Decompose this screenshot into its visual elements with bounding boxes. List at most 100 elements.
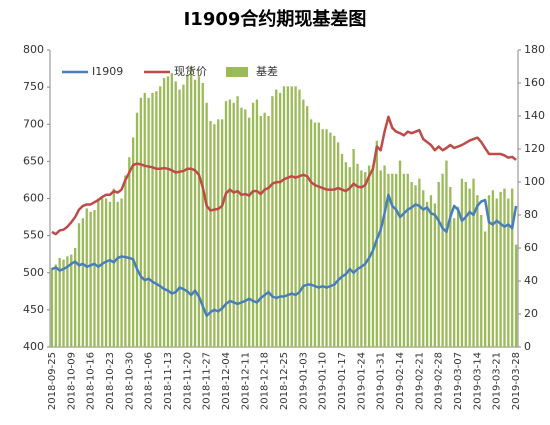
bar bbox=[499, 191, 502, 347]
bar bbox=[251, 102, 255, 347]
x-tick-label: 2019-02-21 bbox=[414, 352, 425, 410]
bar bbox=[456, 206, 460, 347]
x-tick-label: 2019-03-07 bbox=[453, 352, 464, 410]
x-tick-label: 2018-10-23 bbox=[105, 352, 116, 410]
bar bbox=[313, 122, 317, 347]
bar bbox=[178, 89, 181, 347]
bar bbox=[445, 160, 448, 347]
legend-label: 基差 bbox=[256, 64, 278, 78]
y2-tick-label: 160 bbox=[524, 76, 545, 89]
bar bbox=[348, 167, 351, 347]
bar bbox=[232, 102, 235, 347]
bar bbox=[302, 99, 305, 347]
bar bbox=[429, 195, 433, 347]
bar bbox=[147, 97, 150, 347]
y2-tick-label: 40 bbox=[524, 274, 538, 287]
bar bbox=[325, 129, 328, 347]
bar bbox=[201, 83, 204, 347]
bar bbox=[128, 157, 131, 347]
bar bbox=[275, 89, 278, 347]
bar bbox=[480, 215, 483, 347]
bar bbox=[371, 165, 375, 347]
bar bbox=[131, 137, 135, 347]
bar bbox=[70, 254, 73, 347]
bar bbox=[190, 66, 193, 347]
bar bbox=[383, 165, 386, 347]
bar bbox=[495, 198, 498, 347]
bar bbox=[464, 182, 467, 347]
bar bbox=[321, 129, 324, 347]
bar bbox=[406, 173, 409, 347]
bar bbox=[193, 79, 197, 347]
bar bbox=[220, 119, 224, 347]
bar bbox=[418, 178, 421, 347]
bar bbox=[186, 74, 189, 347]
line bbox=[51, 115, 517, 236]
x-tick-label: 2019-01-31 bbox=[376, 352, 387, 410]
bar bbox=[271, 96, 274, 347]
bar bbox=[395, 173, 398, 347]
x-tick-label: 2018-11-06 bbox=[144, 352, 155, 410]
bar bbox=[317, 122, 320, 347]
bar bbox=[120, 198, 123, 347]
bar bbox=[101, 198, 104, 347]
y2-tick-label: 60 bbox=[524, 241, 538, 254]
bar bbox=[453, 218, 456, 347]
bar bbox=[73, 248, 77, 347]
bar bbox=[182, 84, 185, 348]
bar bbox=[217, 119, 220, 347]
x-tick-label: 2019-01-10 bbox=[318, 352, 329, 410]
y2-tick-label: 20 bbox=[524, 307, 538, 320]
bar bbox=[487, 195, 491, 347]
bar bbox=[410, 182, 413, 347]
y-tick-label: 750 bbox=[23, 80, 44, 93]
y2-tick-label: 140 bbox=[524, 109, 545, 122]
x-tick-label: 2018-12-18 bbox=[260, 352, 271, 410]
bar bbox=[294, 86, 297, 348]
x-tick-label: 2018-11-20 bbox=[182, 352, 193, 410]
y-tick-label: 600 bbox=[23, 192, 44, 205]
bar bbox=[425, 201, 429, 347]
bar bbox=[224, 101, 228, 348]
bar bbox=[213, 124, 216, 347]
bar bbox=[514, 244, 518, 347]
y2-tick-label: 80 bbox=[524, 208, 538, 221]
y-tick-label: 400 bbox=[23, 340, 44, 353]
bar bbox=[228, 99, 232, 347]
bar bbox=[89, 211, 92, 347]
bar bbox=[159, 86, 162, 348]
x-tick-label: 2019-02-28 bbox=[434, 352, 445, 410]
line bbox=[51, 193, 518, 318]
bar bbox=[503, 188, 506, 347]
bar bbox=[50, 267, 54, 347]
y-tick-label: 550 bbox=[23, 229, 44, 242]
bar bbox=[174, 81, 177, 347]
bar bbox=[433, 203, 437, 347]
bar bbox=[93, 210, 96, 347]
x-tick-label: 2018-10-16 bbox=[86, 352, 97, 410]
bar bbox=[62, 259, 65, 347]
x-tick-label: 2018-10-09 bbox=[66, 352, 77, 410]
x-tick-label: 2018-12-04 bbox=[221, 352, 232, 410]
bar bbox=[483, 231, 487, 347]
x-tick-label: 2019-01-03 bbox=[298, 352, 309, 410]
bar bbox=[116, 201, 119, 347]
bar bbox=[124, 175, 127, 347]
y-tick-label: 700 bbox=[23, 117, 44, 130]
bar bbox=[54, 264, 57, 347]
bar bbox=[267, 116, 270, 347]
y-tick-label: 500 bbox=[23, 266, 44, 279]
bar bbox=[259, 116, 262, 347]
bar bbox=[290, 86, 293, 348]
y2-tick-label: 100 bbox=[524, 175, 545, 188]
x-tick-label: 2019-01-17 bbox=[337, 352, 348, 410]
bar bbox=[414, 185, 417, 347]
bar bbox=[441, 173, 444, 347]
x-tick-label: 2019-03-14 bbox=[472, 352, 483, 410]
bar bbox=[309, 119, 313, 347]
bar bbox=[476, 195, 479, 347]
bar bbox=[507, 198, 510, 347]
bar bbox=[422, 190, 425, 347]
bar bbox=[344, 162, 348, 347]
bar bbox=[333, 135, 336, 347]
